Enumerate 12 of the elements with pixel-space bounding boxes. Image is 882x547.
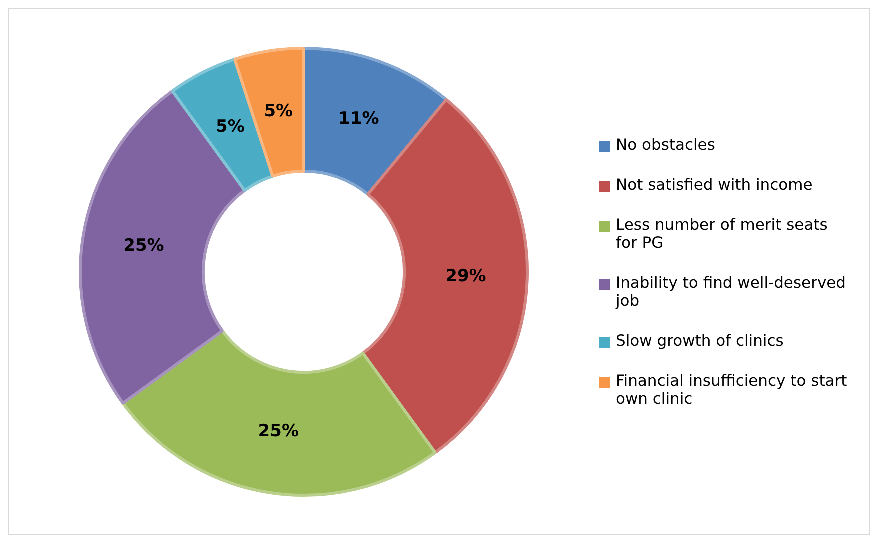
data-label: 25% <box>124 236 164 256</box>
legend-label: Not satisfied with income <box>616 176 813 194</box>
legend-label: Financial insufficiency to start own clinic <box>616 372 848 408</box>
legend-label: No obstacles <box>616 136 716 154</box>
data-label: 5% <box>264 100 294 121</box>
data-label: 11% <box>338 108 380 128</box>
legend-label: Inability to find well-deserved job <box>616 274 847 310</box>
data-label: 25% <box>258 420 300 441</box>
data-label: 29% <box>446 266 486 286</box>
legend-label: Less number of merit seats for PG <box>616 216 829 252</box>
data-label: 5% <box>216 116 245 137</box>
legend-label: Slow growth of clinics <box>616 332 784 350</box>
